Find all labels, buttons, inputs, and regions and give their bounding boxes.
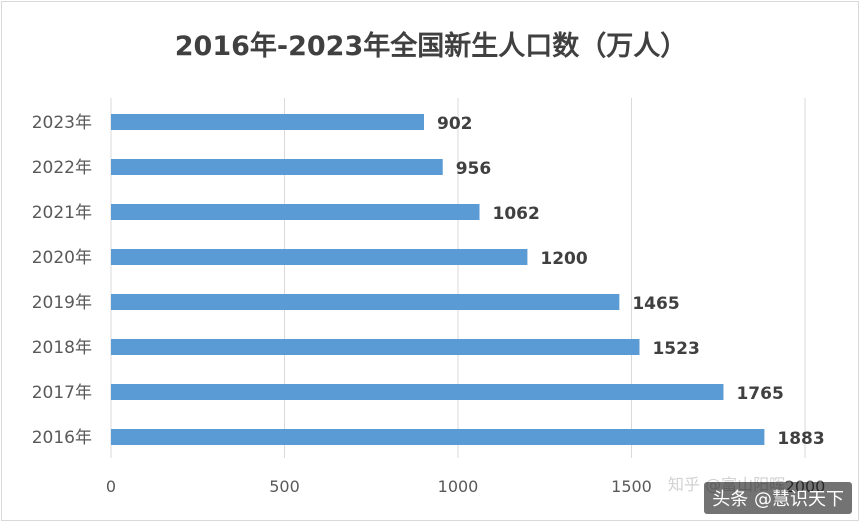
bar [111, 294, 620, 310]
watermark: 头条 @慧识天下 [704, 482, 852, 514]
category-label: 2023年 [32, 113, 92, 133]
data-label: 1765 [736, 384, 783, 404]
bar [111, 249, 528, 265]
data-label: 1200 [540, 249, 587, 269]
bar [111, 384, 724, 400]
bar [111, 114, 424, 130]
category-label: 2022年 [32, 158, 92, 178]
data-label: 902 [437, 114, 473, 134]
category-label: 2020年 [32, 248, 92, 268]
data-label: 956 [456, 159, 492, 179]
category-label: 2019年 [32, 293, 92, 313]
data-label: 1883 [777, 429, 824, 449]
x-tick-label: 1000 [438, 477, 479, 496]
x-tick-label: 1500 [611, 477, 652, 496]
x-tick-label: 0 [106, 477, 116, 496]
category-label: 2021年 [32, 203, 92, 223]
bar [111, 204, 480, 220]
data-label: 1062 [493, 204, 540, 224]
bar [111, 159, 443, 175]
category-label: 2017年 [32, 383, 92, 403]
bar [111, 429, 765, 445]
category-label: 2018年 [32, 338, 92, 358]
x-tick-label: 500 [269, 477, 300, 496]
data-label: 1523 [652, 339, 699, 359]
chart-title: 2016年-2023年全国新生人口数（万人） [174, 31, 688, 62]
bar [111, 339, 640, 355]
category-label: 2016年 [32, 428, 92, 448]
data-label: 1465 [632, 294, 679, 314]
